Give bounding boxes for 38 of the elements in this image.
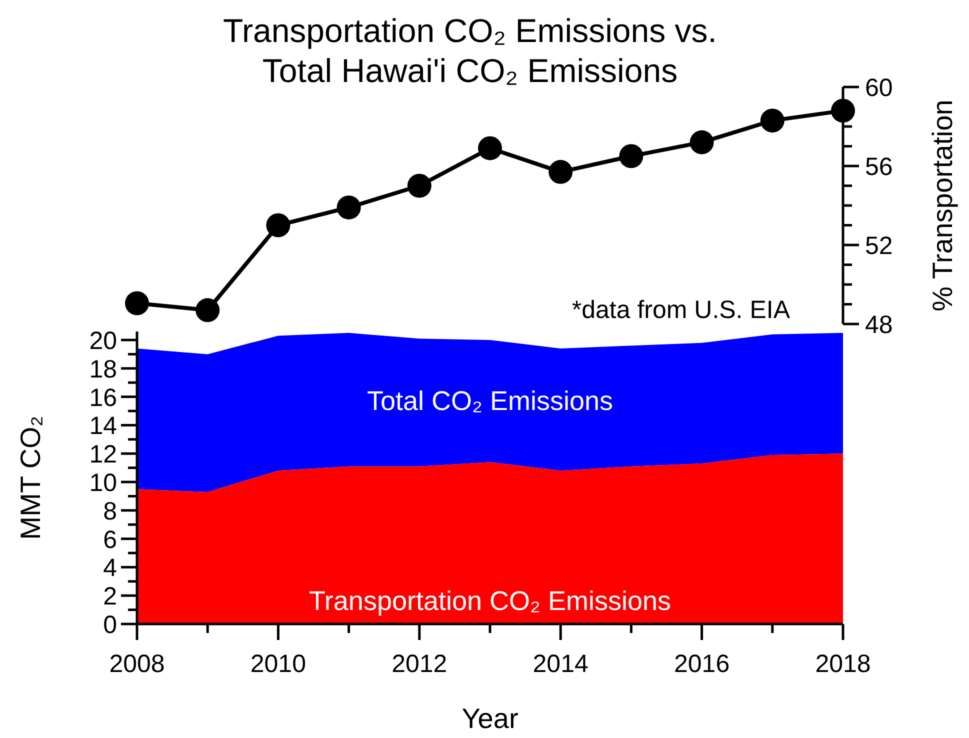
point [619,144,644,168]
x-tick-label: 2008 [109,650,165,678]
series-label: Transportation CO₂ Emissions [308,586,672,616]
chart-title: Transportation CO₂ Emissions vs. Total Hawai'i CO₂ Emissions [223,12,717,89]
x-tick-label: 2016 [674,650,730,678]
y-tick-label: 56 [865,153,893,181]
y-tick-label: 14 [89,412,118,440]
series-label: Total CO₂ Emissions [366,386,614,416]
y-tick-label: 8 [103,497,117,526]
y-tick-label: 0 [103,611,117,639]
y-tick-label: 18 [89,355,117,384]
y-tick-label: 52 [865,232,893,260]
y-tick-label: 6 [103,526,117,554]
x-tick-label: 2018 [815,650,871,678]
y-tick-label: 10 [89,469,117,497]
x-tick-label: 2010 [250,650,306,678]
point [760,108,784,133]
point [196,298,220,322]
y-tick-label: 2 [103,582,117,611]
point [336,195,361,220]
y-tick-label: 20 [89,327,117,355]
x-tick-label: 2012 [392,650,448,678]
y-tick-label: 12 [89,440,117,469]
y-tick-label: 48 [865,311,893,339]
y-tick-label: 16 [89,384,117,412]
x-axis-title: Year [462,703,518,734]
y-axis-title: % Transportation [927,100,958,312]
point [478,136,502,160]
y-tick-label: 60 [865,74,893,102]
annotation: *data from U.S. EIA [572,296,790,324]
y-tick-label: 4 [103,554,118,582]
y-axis-title: MMT CO₂ [15,416,46,540]
point [125,291,149,316]
point [690,130,714,154]
point [548,160,573,184]
point [407,174,432,198]
x-tick-label: 2014 [532,650,588,678]
point [266,213,290,238]
